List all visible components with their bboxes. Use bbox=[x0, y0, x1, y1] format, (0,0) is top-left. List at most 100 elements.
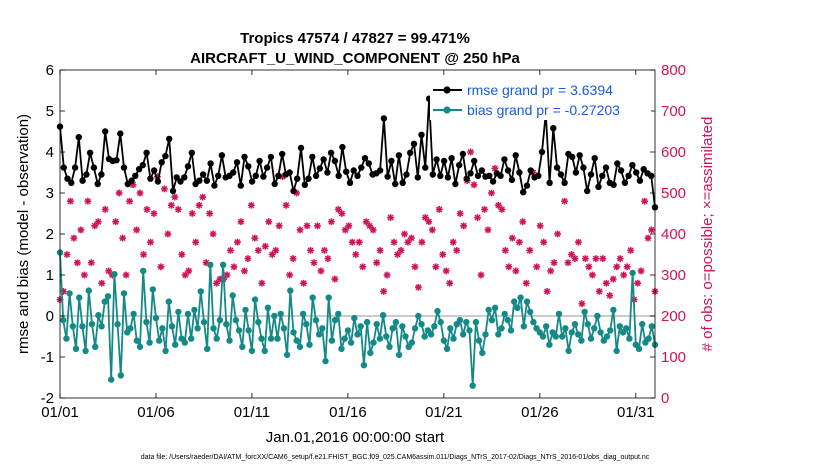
obs-mark-d2 bbox=[150, 210, 157, 217]
rmse-point bbox=[297, 144, 305, 152]
bias-point bbox=[219, 261, 227, 268]
rmse-point bbox=[440, 157, 448, 165]
obs-possible-point bbox=[648, 226, 655, 234]
bias-point bbox=[463, 318, 470, 326]
rmse-point bbox=[263, 164, 271, 171]
obs-mark-d2 bbox=[251, 235, 258, 242]
obs-mark-d2 bbox=[304, 222, 311, 229]
obs-possible-point bbox=[157, 263, 165, 271]
obs-mark-d2 bbox=[418, 239, 425, 246]
obs-possible-point bbox=[526, 247, 534, 254]
rmse-point bbox=[158, 159, 165, 166]
bias-point bbox=[239, 343, 246, 350]
obs-possible-point bbox=[467, 148, 474, 156]
bias-point bbox=[363, 318, 371, 326]
obs-mark-d2 bbox=[70, 235, 77, 242]
bias-point bbox=[235, 327, 243, 334]
obs-possible-point bbox=[599, 255, 607, 262]
bias-point bbox=[184, 310, 192, 318]
bias-point bbox=[479, 349, 486, 357]
bias-point bbox=[117, 372, 125, 379]
obs-mark-d2 bbox=[123, 271, 130, 279]
obs-mark-d2 bbox=[390, 239, 398, 246]
bias-point bbox=[242, 306, 249, 314]
obs-mark-d2 bbox=[617, 255, 624, 262]
obs-mark-d2 bbox=[641, 198, 648, 205]
bias-point bbox=[456, 316, 464, 324]
obs-possible-point bbox=[498, 206, 506, 213]
rmse-point bbox=[320, 156, 327, 163]
obs-possible-point bbox=[644, 234, 652, 242]
bias-point bbox=[287, 287, 294, 294]
legend-rmse-marker bbox=[443, 86, 451, 94]
bias-point bbox=[88, 321, 96, 328]
obs-mark-d2 bbox=[112, 218, 119, 225]
bias-point bbox=[475, 337, 483, 344]
obs-mark-d2 bbox=[272, 247, 279, 254]
bias-point bbox=[133, 337, 140, 344]
obs-mark-d2 bbox=[314, 222, 321, 229]
rmse-point bbox=[132, 172, 139, 179]
bias-point bbox=[274, 335, 281, 342]
obs-mark-d2 bbox=[578, 300, 585, 307]
rmse-point bbox=[94, 180, 101, 188]
obs-possible-point bbox=[474, 214, 481, 221]
obs-possible-point bbox=[98, 279, 106, 287]
y-axis-right-label: # of obs: o=possible; ×=assimilated bbox=[699, 117, 716, 352]
obs-possible-point bbox=[70, 234, 78, 242]
obs-possible-point bbox=[303, 222, 311, 230]
rmse-point bbox=[376, 167, 384, 174]
obs-possible-point bbox=[63, 251, 71, 258]
obs-possible-point bbox=[328, 218, 335, 226]
data-file-footer: data file: /Users/raeder/DAI/ATM_forcXX/… bbox=[141, 454, 650, 461]
bias-point bbox=[338, 345, 345, 352]
obs-possible-point bbox=[414, 283, 422, 291]
bias-point bbox=[562, 325, 569, 332]
bias-point bbox=[546, 341, 553, 348]
obs-possible-point bbox=[338, 210, 346, 217]
bias-point bbox=[623, 325, 630, 332]
bias-point bbox=[591, 325, 598, 332]
obs-possible-point bbox=[470, 181, 478, 189]
bias-point bbox=[491, 304, 499, 311]
bias-point bbox=[626, 335, 633, 342]
obs-mark-d2 bbox=[457, 210, 464, 217]
bias-point bbox=[101, 298, 109, 305]
obs-possible-point bbox=[491, 165, 499, 172]
bias-point bbox=[389, 325, 396, 332]
obs-mark-d2 bbox=[352, 251, 359, 258]
rmse-point bbox=[610, 181, 617, 188]
obs-mark-d2 bbox=[425, 218, 432, 225]
rmse-point bbox=[538, 148, 546, 156]
rmse-point bbox=[561, 179, 568, 186]
bias-point bbox=[306, 341, 313, 348]
obs-possible-point bbox=[140, 251, 147, 258]
y-left-tick-label: 1 bbox=[46, 267, 54, 284]
bias-point bbox=[543, 323, 550, 330]
obs-mark-d2 bbox=[509, 235, 516, 242]
rmse-point bbox=[113, 157, 120, 164]
obs-possible-point bbox=[331, 275, 339, 283]
obs-possible-point bbox=[160, 185, 168, 193]
obs-mark-d2 bbox=[634, 280, 641, 287]
bias-point bbox=[341, 335, 348, 342]
obs-possible-point bbox=[80, 271, 88, 279]
x-tick-label: 01/06 bbox=[137, 404, 175, 421]
y-left-tick-label: 3 bbox=[46, 185, 54, 202]
obs-possible-point bbox=[606, 292, 614, 299]
obs-possible-point bbox=[261, 242, 269, 250]
obs-mark-d2 bbox=[338, 210, 345, 217]
rmse-point bbox=[584, 187, 591, 195]
rmse-point bbox=[79, 177, 86, 184]
bias-point bbox=[245, 327, 252, 334]
bias-point bbox=[69, 323, 77, 330]
obs-possible-point bbox=[435, 206, 443, 213]
y-right-tick-label: 0 bbox=[661, 390, 669, 407]
obs-possible-point bbox=[387, 214, 394, 221]
obs-mark-d2 bbox=[544, 288, 551, 295]
obs-possible-point bbox=[369, 226, 377, 234]
obs-mark-d2 bbox=[67, 198, 74, 205]
bias-point bbox=[578, 337, 585, 344]
bias-point bbox=[370, 339, 377, 346]
rmse-point bbox=[599, 172, 606, 179]
